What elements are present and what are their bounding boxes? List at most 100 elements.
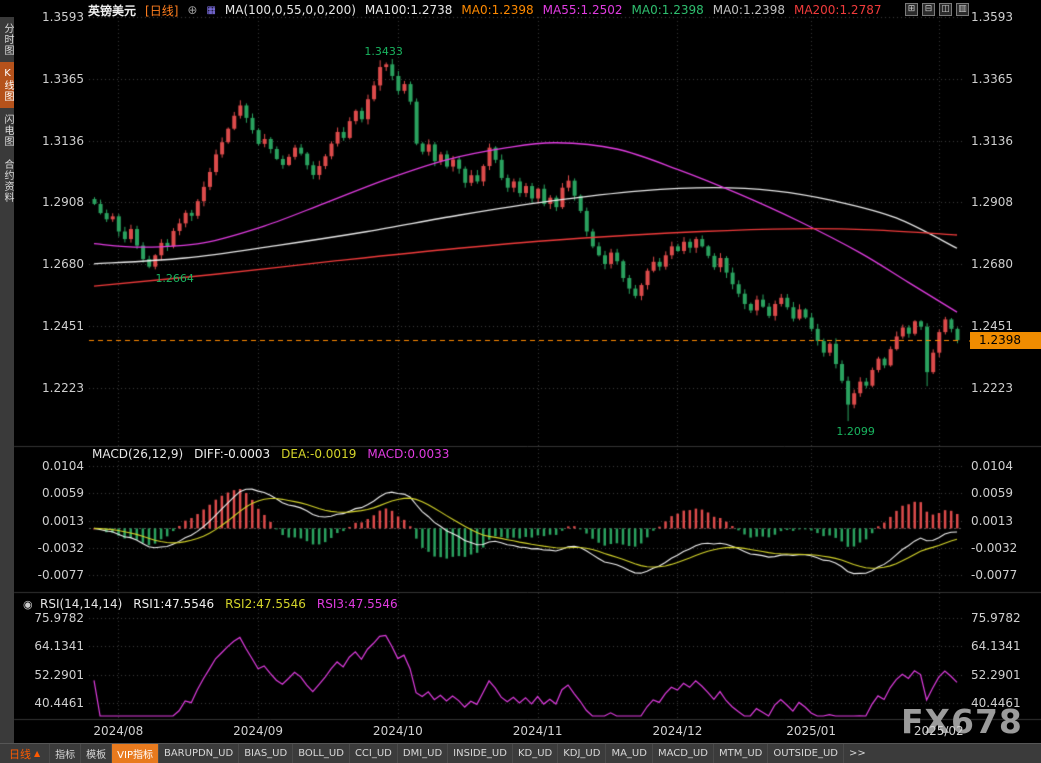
bottom-tab-outsideud[interactable]: OUTSIDE_UD — [767, 744, 843, 763]
sidebar-item-fenshi[interactable]: 分时图 — [2, 23, 13, 56]
swing-label-1: 1.2664 — [155, 272, 194, 286]
bottom-tab-dmiud[interactable]: DMI_UD — [396, 744, 447, 763]
bottom-tab-kdud[interactable]: KD_UD — [511, 744, 557, 763]
ma-value-4: MA0:1.2398 — [712, 3, 785, 17]
price-axis-right-3: 1.2908 — [971, 195, 1013, 210]
macd-axis-left-0: 0.0104 — [42, 459, 84, 473]
bottom-tab-tab-15[interactable]: >> — [842, 744, 871, 763]
sidebar-item-shandian[interactable]: 闪电图 — [2, 114, 13, 147]
rsi-axis-left-0: 75.9782 — [34, 611, 84, 625]
layout-icon-3[interactable]: ▥ — [956, 3, 969, 16]
bottom-tab-barupdnud[interactable]: BARUPDN_UD — [157, 744, 238, 763]
symbol-name: 英镑美元 — [88, 3, 137, 18]
bottom-tab-cciud[interactable]: CCI_UD — [348, 744, 397, 763]
rsi-axis-right-1: 64.1341 — [971, 639, 1021, 654]
settings-icon[interactable]: ⊕ — [187, 3, 198, 17]
macd-legend-item-1: DIFF:-0.0003 — [194, 447, 271, 461]
x-axis-label-1: 2024/09 — [233, 724, 284, 738]
bottom-bar: 日线 ▲ 指标 模板 VIP指标 BARUPDN_UD BIAS_UD BOLL_UD CC… — [0, 743, 1041, 763]
rsi-axis-left-2: 52.2901 — [34, 667, 84, 682]
macd-legend: MACD(26,12,9) DIFF:-0.0003 DEA:-0.0019 MACD… — [92, 447, 449, 461]
bottom-tab-biasud[interactable]: BIAS_UD — [238, 744, 292, 763]
rsi-legend-item-0: RSI(14,14,14) — [40, 597, 123, 611]
price-axis-left-5: 1.2451 — [42, 318, 84, 333]
macd-axis-left-4: -0.0077 — [37, 567, 84, 582]
rsi-legend-item-3: RSI3:47.5546 — [316, 597, 398, 611]
indicator-icon: ▦ — [206, 4, 216, 16]
bottom-tab-maud[interactable]: MA_UD — [605, 744, 652, 763]
macd-axis-left-3: -0.0032 — [37, 540, 84, 555]
price-axis-right-0: 1.3593 — [971, 10, 1013, 24]
rsi-axis-right-2: 52.2901 — [971, 667, 1021, 682]
rsi-legend-item-2: RSI2:47.5546 — [225, 597, 306, 611]
layout-icon-1[interactable]: ⊟ — [922, 3, 935, 16]
indicator-tabs: 指标 模板 VIP指标 BARUPDN_UD BIAS_UD BOLL_UD CCI_UD D… — [49, 744, 871, 763]
current-price-tag: 1.2398 — [969, 332, 1041, 349]
macd-axis-right-1: 0.0059 — [971, 486, 1013, 500]
period-label: 日线 — [9, 747, 31, 761]
macd-axis-right-0: 0.0104 — [971, 459, 1013, 473]
swing-label-2: 1.2099 — [836, 425, 875, 439]
layout-icon-0[interactable]: ⊞ — [905, 3, 918, 16]
price-axis-left-0: 1.3593 — [42, 10, 84, 24]
bottom-tab-insideud[interactable]: INSIDE_UD — [447, 744, 512, 763]
x-axis-label-6: 2025/02 — [913, 724, 964, 738]
price-axis-right-4: 1.2680 — [971, 256, 1013, 271]
price-axis-left-3: 1.2908 — [42, 195, 84, 210]
x-axis-label-5: 2025/01 — [786, 724, 837, 738]
bottom-tab-tab-1[interactable]: 模板 — [80, 744, 111, 763]
macd-legend-item-3: MACD:0.0033 — [367, 447, 450, 461]
price-axis-left-2: 1.3136 — [42, 133, 84, 148]
macd-axis-right-2: 0.0013 — [971, 513, 1013, 528]
rsi-axis-left-3: 40.4461 — [34, 696, 84, 711]
swing-label-0: 1.3433 — [364, 45, 403, 59]
ma-value-1: MA0:1.2398 — [461, 3, 534, 17]
macd-axis-right-3: -0.0032 — [971, 540, 1018, 555]
bottom-tab-macdud[interactable]: MACD_UD — [651, 744, 713, 763]
rsi-legend-item-1: RSI1:47.5546 — [133, 597, 215, 611]
x-axis-label-0: 2024/08 — [93, 724, 144, 738]
ma-value-0: MA100:1.2738 — [364, 3, 453, 17]
price-axis-right-2: 1.3136 — [971, 133, 1013, 148]
price-axis-right-6: 1.2223 — [971, 380, 1013, 395]
bottom-tab-tab-0[interactable]: 指标 — [49, 744, 80, 763]
left-sidebar: 分时图 K线图闪电图合约资料 — [0, 17, 14, 744]
ma-value-2: MA55:1.2502 — [542, 3, 623, 17]
sidebar-item-heyue[interactable]: 合约资料 — [2, 159, 13, 203]
price-axis-right-5: 1.2451 — [971, 318, 1013, 333]
macd-legend-item-2: DEA:-0.0019 — [281, 447, 357, 461]
period-selector[interactable]: 日线 ▲ — [0, 744, 49, 763]
sidebar-item-kline[interactable]: K线图 — [0, 62, 14, 108]
bottom-tab-mtmud[interactable]: MTM_UD — [712, 744, 767, 763]
price-axis-left-1: 1.3365 — [42, 71, 84, 86]
bottom-tab-bollud[interactable]: BOLL_UD — [292, 744, 349, 763]
macd-legend-item-0: MACD(26,12,9) — [92, 447, 184, 461]
ma-values: MA100:1.2738 MA0:1.2398 MA55:1.2502 MA0:1.2… — [365, 3, 882, 17]
price-axis-right-1: 1.3365 — [971, 71, 1013, 86]
macd-axis-left-2: 0.0013 — [42, 513, 84, 528]
ma-value-5: MA200:1.2787 — [793, 3, 882, 17]
layout-icon-2[interactable]: ◫ — [939, 3, 952, 16]
ma-params-label: MA(100,0,55,0,0,200) — [224, 3, 356, 17]
rsi-axis-left-1: 64.1341 — [34, 639, 84, 654]
rsi-legend: RSI(14,14,14) RSI1:47.5546 RSI2:47.5546 RSI… — [40, 597, 398, 611]
x-axis-label-4: 2024/12 — [652, 724, 703, 738]
layout-icons: ⊞ ⊟ ◫ ▥ — [905, 3, 969, 16]
period-tag[interactable]: [日线] — [145, 3, 179, 18]
x-axis-label-2: 2024/10 — [372, 724, 423, 738]
bottom-tab-vip[interactable]: VIP指标 — [111, 744, 158, 763]
price-axis-left-4: 1.2680 — [42, 256, 84, 271]
bottom-tab-kdjud[interactable]: KDJ_UD — [557, 744, 605, 763]
rsi-settings-icon[interactable]: ◉ — [23, 598, 33, 611]
x-axis-label-3: 2024/11 — [512, 724, 563, 738]
macd-axis-right-4: -0.0077 — [971, 567, 1018, 582]
macd-axis-left-1: 0.0059 — [42, 486, 84, 500]
watermark-logo: FX678 — [901, 702, 1023, 741]
chart-legend: 英镑美元 [日线] ⊕ ▦ MA(100,0,55,0,0,200) MA100… — [88, 2, 881, 18]
ma-value-3: MA0:1.2398 — [631, 3, 704, 17]
rsi-axis-right-3: 40.4461 — [971, 696, 1021, 711]
rsi-axis-right-0: 75.9782 — [971, 611, 1021, 625]
period-arrow-icon: ▲ — [34, 749, 41, 758]
